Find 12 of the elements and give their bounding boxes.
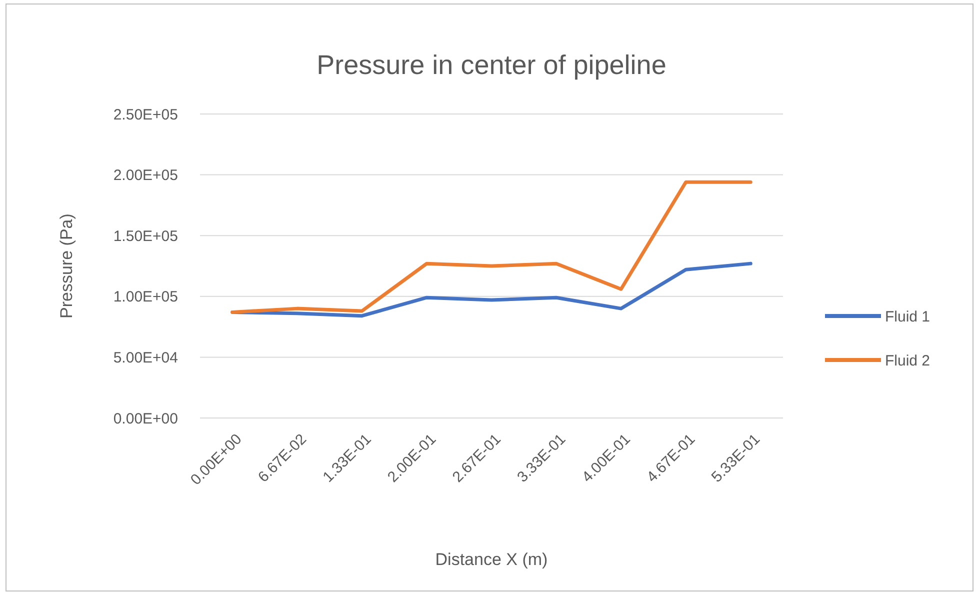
y-axis-title: Pressure (Pa) — [57, 214, 76, 318]
y-tick-label: 1.50E+05 — [113, 228, 178, 245]
y-tick-label: 2.00E+05 — [113, 167, 178, 184]
y-tick-label: 5.00E+04 — [113, 349, 178, 366]
chart-title: Pressure in center of pipeline — [316, 50, 666, 80]
legend-label: Fluid 1 — [885, 308, 930, 326]
y-tick-label: 0.00E+00 — [113, 410, 178, 428]
line-series — [230, 180, 752, 314]
y-tick-label: 1.00E+05 — [113, 288, 178, 306]
y-tick-label: 2.50E+05 — [113, 106, 178, 124]
legend-label: Fluid 2 — [885, 352, 930, 370]
x-axis-title: Distance X (m) — [435, 550, 548, 569]
